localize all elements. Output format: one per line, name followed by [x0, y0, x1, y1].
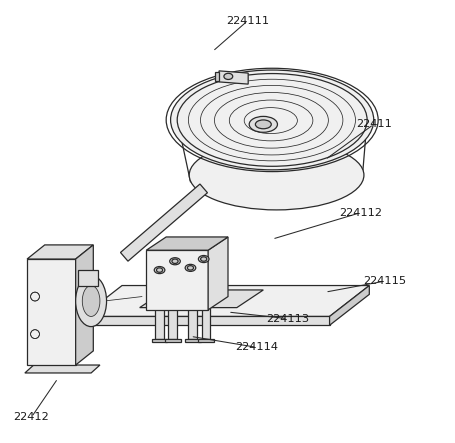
Ellipse shape	[189, 140, 363, 210]
Polygon shape	[82, 286, 369, 316]
Ellipse shape	[172, 259, 178, 264]
Polygon shape	[78, 270, 97, 286]
Ellipse shape	[248, 117, 277, 132]
Text: 22411: 22411	[355, 119, 391, 129]
Ellipse shape	[169, 258, 180, 265]
Polygon shape	[184, 338, 200, 342]
Polygon shape	[155, 307, 164, 338]
Text: 224115: 224115	[363, 276, 405, 286]
Polygon shape	[218, 71, 248, 84]
Polygon shape	[207, 237, 228, 310]
Polygon shape	[27, 259, 76, 365]
Ellipse shape	[187, 266, 193, 270]
Ellipse shape	[223, 73, 232, 79]
Polygon shape	[25, 365, 100, 373]
Polygon shape	[151, 338, 167, 342]
Ellipse shape	[156, 268, 162, 272]
Polygon shape	[197, 338, 213, 342]
Polygon shape	[27, 245, 93, 259]
Text: 224111: 224111	[226, 16, 269, 26]
Polygon shape	[201, 307, 210, 338]
Polygon shape	[139, 290, 263, 307]
Polygon shape	[329, 286, 369, 325]
Ellipse shape	[200, 257, 207, 261]
Polygon shape	[146, 237, 228, 250]
Polygon shape	[214, 72, 218, 81]
Text: 224114: 224114	[235, 342, 278, 352]
Ellipse shape	[185, 264, 195, 272]
Ellipse shape	[76, 276, 106, 326]
Polygon shape	[120, 184, 207, 261]
Text: 22412: 22412	[14, 412, 49, 422]
Ellipse shape	[177, 74, 366, 166]
Text: 224112: 224112	[338, 208, 381, 218]
Polygon shape	[82, 316, 329, 325]
Ellipse shape	[255, 120, 271, 129]
Polygon shape	[76, 245, 93, 365]
Ellipse shape	[154, 267, 165, 274]
Polygon shape	[146, 250, 207, 310]
Polygon shape	[165, 338, 180, 342]
Ellipse shape	[170, 70, 373, 170]
Ellipse shape	[198, 256, 208, 263]
Ellipse shape	[82, 286, 100, 316]
Polygon shape	[168, 307, 177, 338]
Text: 224113: 224113	[265, 314, 308, 324]
Polygon shape	[188, 307, 197, 338]
